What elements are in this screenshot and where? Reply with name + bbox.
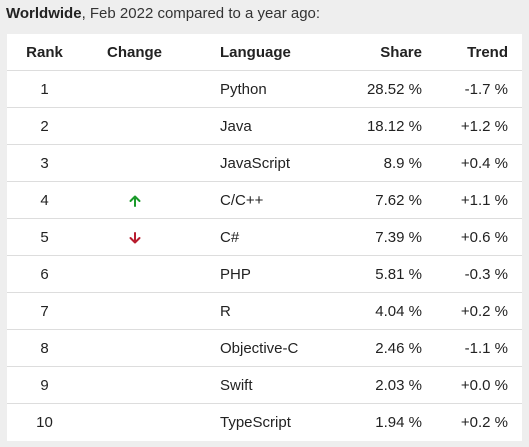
- table-row: 1 Python 28.52 % -1.7 %: [7, 71, 522, 108]
- cell-trend: -1.7 %: [464, 80, 508, 98]
- caption-period: , Feb 2022 compared to a year ago:: [81, 5, 321, 22]
- cell-language: Objective-C: [187, 329, 327, 367]
- cell-trend: +1.2 %: [436, 107, 522, 145]
- ranking-table: Rank Change Language Share Trend 1 Python…: [7, 34, 522, 440]
- table-row: 8 Objective-C 2.46 % -1.1 %: [7, 329, 522, 367]
- cell-change: [82, 403, 187, 440]
- cell-rank: 7: [7, 292, 82, 330]
- cell-change: [82, 71, 187, 108]
- cell-language: R: [187, 292, 327, 330]
- cell-share: 18.12 %: [327, 107, 436, 145]
- cell-trend: +1.1 %: [436, 181, 522, 219]
- cell-language: PHP: [187, 255, 327, 293]
- cell-rank: 3: [7, 144, 82, 182]
- cell-rank: 1: [40, 80, 49, 98]
- cell-rank: 6: [7, 255, 82, 293]
- header-trend: Trend: [436, 34, 522, 71]
- cell-share: 7.39 %: [327, 218, 436, 256]
- table-row: 2 Java 18.12 % +1.2 %: [7, 107, 522, 145]
- cell-trend: +0.2 %: [436, 292, 522, 330]
- cell-trend: +0.4 %: [436, 144, 522, 182]
- cell-share: 1.94 %: [327, 403, 436, 440]
- cell-language: Python: [220, 80, 267, 98]
- header-language: Language: [187, 34, 327, 71]
- arrow-up-icon: [128, 194, 142, 208]
- cell-share: 2.03 %: [327, 366, 436, 404]
- cell-change: [82, 292, 187, 330]
- table-row: 4 C/C++ 7.62 % +1.1 %: [7, 181, 522, 219]
- cell-rank: 5: [7, 218, 82, 256]
- cell-change: [82, 366, 187, 404]
- table-caption: Worldwide, Feb 2022 compared to a year a…: [6, 4, 320, 24]
- table-header-row: Rank Change Language Share Trend: [7, 34, 522, 71]
- ranking-table-card: Rank Change Language Share Trend 1 Python…: [7, 34, 522, 441]
- cell-change: [82, 218, 187, 256]
- cell-trend: +0.2 %: [436, 403, 522, 440]
- table-row: 6 PHP 5.81 % -0.3 %: [7, 255, 522, 293]
- header-change: Change: [82, 34, 187, 71]
- cell-share: 7.62 %: [327, 181, 436, 219]
- cell-rank: 10: [7, 403, 82, 440]
- cell-trend: -1.1 %: [436, 329, 522, 367]
- table-row: 7 R 4.04 % +0.2 %: [7, 292, 522, 330]
- table-row: 10 TypeScript 1.94 % +0.2 %: [7, 403, 522, 440]
- cell-trend: +0.0 %: [436, 366, 522, 404]
- cell-change: [82, 329, 187, 367]
- cell-language: TypeScript: [187, 403, 327, 440]
- cell-rank: 9: [7, 366, 82, 404]
- cell-language: Java: [187, 107, 327, 145]
- cell-change: [82, 181, 187, 219]
- cell-language: JavaScript: [187, 144, 327, 182]
- table-row: 9 Swift 2.03 % +0.0 %: [7, 366, 522, 404]
- caption-region: Worldwide: [6, 5, 82, 22]
- cell-share: 2.46 %: [327, 329, 436, 367]
- arrow-down-icon: [128, 231, 142, 245]
- cell-share: 28.52 %: [366, 80, 422, 98]
- cell-change: [82, 255, 187, 293]
- cell-trend: -0.3 %: [436, 255, 522, 293]
- table-row: 5 C# 7.39 % +0.6 %: [7, 218, 522, 256]
- table-row: 3 JavaScript 8.9 % +0.4 %: [7, 144, 522, 182]
- cell-language: C/C++: [187, 181, 327, 219]
- header-share: Share: [327, 34, 436, 71]
- cell-change: [82, 144, 187, 182]
- cell-rank: 8: [7, 329, 82, 367]
- cell-trend: +0.6 %: [436, 218, 522, 256]
- cell-language: Swift: [187, 366, 327, 404]
- cell-change: [82, 107, 187, 145]
- header-rank: Rank: [7, 34, 82, 71]
- cell-language: C#: [187, 218, 327, 256]
- cell-share: 4.04 %: [327, 292, 436, 330]
- cell-rank: 4: [7, 181, 82, 219]
- cell-rank: 2: [7, 107, 82, 145]
- cell-share: 8.9 %: [327, 144, 436, 182]
- cell-share: 5.81 %: [327, 255, 436, 293]
